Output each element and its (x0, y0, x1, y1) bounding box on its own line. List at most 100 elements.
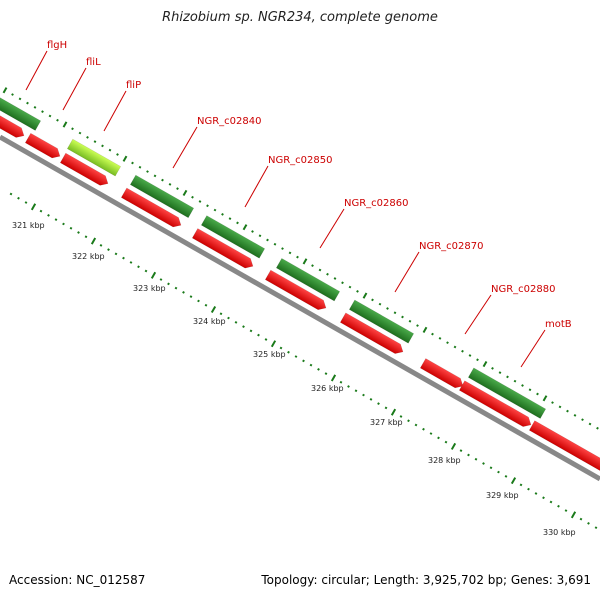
gene-NGR_c02860 (275, 258, 341, 302)
ruler-tick (407, 419, 410, 423)
ruler-tick (489, 466, 493, 470)
outer-tick (242, 224, 248, 231)
outer-tick (146, 170, 149, 173)
ruler-label: 329 kbp (486, 491, 519, 500)
outer-tick (161, 178, 164, 182)
ruler-tick (234, 320, 238, 324)
outer-tick (116, 153, 119, 156)
outer-tick (251, 230, 254, 233)
ruler-tick (210, 305, 217, 314)
outer-tick (588, 422, 592, 426)
ruler-tick (84, 235, 88, 239)
ruler-tick (99, 243, 103, 247)
ruler-tick (62, 222, 65, 226)
outer-tick (326, 272, 329, 276)
ruler-tick (497, 470, 500, 474)
outer-tick (558, 405, 562, 409)
ruler-tick (474, 457, 478, 461)
outer-tick (393, 311, 397, 315)
ruler: 321 kbp 322 kbp 323 kbp 324 kbp 325 kbp 326 k… (9, 192, 598, 537)
outer-tick (573, 414, 577, 417)
topology-text: Topology: circular; Length: 3,925,702 bp… (261, 573, 591, 587)
callout-line (464, 294, 492, 335)
gene-rev-1 (0, 111, 25, 138)
ruler-tick (69, 226, 73, 230)
outer-tick (566, 409, 569, 413)
ruler-tick (339, 380, 343, 384)
ruler-tick (399, 415, 403, 418)
outer-tick (431, 332, 434, 336)
outer-tick (221, 212, 224, 216)
ruler-tick (450, 442, 457, 450)
outer-tick (296, 255, 299, 259)
gene-NGR_c02880 (419, 358, 464, 389)
gene-rev-7 (339, 312, 404, 354)
outer-tick (281, 247, 284, 250)
outer-tick (356, 289, 359, 293)
ruler-tick (557, 504, 560, 508)
ruler-tick (182, 291, 185, 294)
outer-tick (461, 349, 464, 353)
callout-line (103, 90, 127, 132)
gene-label: NGR_c02870 (419, 241, 484, 252)
outer-tick (386, 307, 389, 310)
gene-label: NGR_c02850 (268, 155, 333, 166)
outer-tick (213, 208, 217, 212)
ruler-tick (270, 340, 277, 348)
gene-label: fliL (86, 57, 101, 68)
outer-tick (78, 131, 82, 135)
ruler-tick (384, 406, 388, 410)
outer-tick (513, 379, 517, 383)
outer-tick (228, 217, 232, 220)
ruler-tick (167, 282, 170, 286)
ruler-label: 330 kbp (543, 528, 576, 537)
ruler-tick (219, 312, 223, 316)
gene-fliP (66, 138, 122, 177)
ruler-tick (467, 453, 470, 457)
ruler-tick (129, 261, 133, 264)
ruler-tick (137, 265, 140, 269)
ruler-tick (264, 338, 268, 341)
ruler-label: 328 kbp (428, 456, 461, 465)
ruler-tick (579, 517, 583, 521)
ruler-tick (519, 483, 523, 487)
outer-tick (266, 238, 269, 242)
outer-tick (491, 366, 494, 370)
outer-tick (93, 140, 97, 143)
gene-label: NGR_c02860 (344, 198, 409, 209)
ruler-tick (534, 492, 538, 495)
ruler-label: 325 kbp (253, 350, 286, 359)
outer-tick (2, 87, 8, 94)
accession-text: Accession: NC_012587 (9, 573, 146, 587)
map-title: Rhizobium sp. NGR234, complete genome (162, 10, 438, 25)
ruler-tick (242, 325, 245, 328)
outer-tick (101, 144, 104, 148)
ruler-label: 321 kbp (12, 221, 45, 230)
ruler-tick (429, 432, 433, 435)
outer-tick (48, 114, 52, 118)
ruler-tick (444, 440, 448, 444)
ruler-tick (9, 192, 13, 196)
ruler-tick (549, 500, 553, 504)
ruler-label: 326 kbp (311, 384, 344, 393)
ruler-label: 323 kbp (133, 284, 166, 293)
ruler-tick (369, 397, 373, 401)
outer-tick (122, 155, 128, 162)
outer-tick (408, 319, 412, 323)
ruler-tick (54, 218, 58, 222)
outer-tick (581, 418, 584, 422)
callout-line (62, 67, 87, 111)
gene-rev-9 (458, 380, 532, 427)
ruler-label: 327 kbp (370, 418, 403, 427)
ruler-tick (377, 402, 380, 405)
ruler-tick (39, 209, 43, 213)
outer-tick (401, 315, 404, 319)
ruler-label: 322 kbp (72, 252, 105, 261)
gene-fliL (24, 132, 61, 159)
outer-tick (302, 258, 308, 265)
ruler-tick (324, 372, 328, 376)
gene-label: NGR_c02840 (197, 116, 262, 127)
ruler-tick (587, 522, 590, 525)
outer-tick (206, 204, 209, 208)
gene-rev-10 (528, 420, 600, 473)
